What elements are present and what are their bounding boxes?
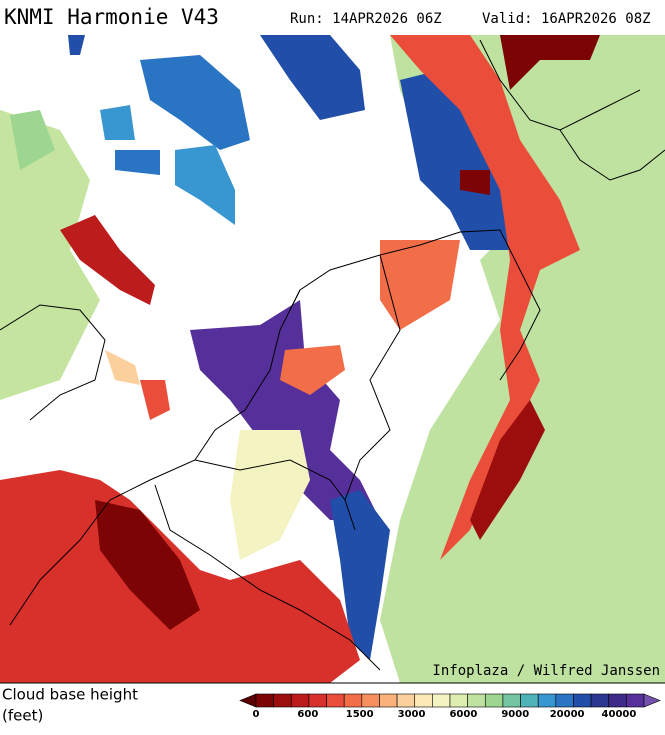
colorbar-swatch — [449, 693, 468, 708]
colorbar-tick-label: 9000 — [501, 709, 529, 720]
field — [380, 240, 460, 330]
field — [190, 300, 380, 520]
field — [500, 35, 600, 90]
colorbar-swatch — [273, 693, 292, 708]
colorbar-tick-label: 600 — [297, 709, 318, 720]
field — [470, 400, 545, 540]
border — [194, 459, 346, 501]
border — [499, 229, 541, 381]
field — [390, 35, 580, 560]
field — [0, 110, 100, 400]
colorbar-swatch — [484, 693, 504, 708]
colorbar-swatch — [379, 693, 398, 708]
field — [140, 380, 170, 420]
header-band — [0, 0, 665, 34]
colorbar-swatch — [396, 693, 416, 708]
legend-label: (feet) — [2, 707, 43, 725]
title: KNMI Harmonie V43 — [4, 5, 219, 29]
colorbar-swatch — [308, 693, 327, 708]
field — [115, 150, 160, 175]
field — [175, 145, 235, 225]
colorbar-tick-label: 20000 — [550, 709, 585, 720]
valid-label: Valid: 16APR2026 08Z — [482, 11, 651, 27]
colorbar-arrow — [239, 693, 257, 708]
field — [280, 345, 345, 395]
field — [105, 350, 140, 385]
colorbar-swatch — [590, 693, 610, 708]
field — [260, 35, 365, 120]
colorbar-swatch — [343, 693, 363, 708]
field — [100, 105, 135, 140]
border — [154, 484, 381, 671]
colorbar-swatch — [555, 693, 574, 708]
field — [140, 55, 250, 150]
credit: Infoplaza / Wilfred Janssen — [432, 663, 660, 679]
field — [330, 490, 390, 660]
colorbar-swatch — [608, 693, 627, 708]
colorbar-tick-label: 6000 — [449, 709, 477, 720]
field — [460, 170, 490, 195]
colorbar-tick-label: 1500 — [346, 709, 374, 720]
borders — [0, 39, 665, 671]
colorbar-swatch — [573, 693, 592, 708]
colorbar-arrow — [643, 693, 661, 708]
field — [230, 430, 310, 560]
colorbar-tick-label: 3000 — [398, 709, 426, 720]
cloud-fields — [0, 35, 665, 683]
colorbar-swatch — [326, 693, 345, 708]
field — [10, 110, 55, 170]
colorbar: 0 600 1500 3000 6000 9000 20000 40000 — [239, 693, 661, 720]
coastline — [479, 39, 641, 131]
field — [60, 215, 155, 305]
colorbar-swatch — [537, 693, 557, 708]
field — [68, 35, 85, 55]
colorbar-swatch — [467, 693, 486, 708]
coastline — [559, 129, 665, 181]
coastline — [0, 304, 106, 421]
colorbar-swatch — [361, 693, 380, 708]
colorbar-swatch — [255, 693, 274, 708]
colorbar-tick-label: 0 — [253, 709, 260, 720]
run-label: Run: 14APR2026 06Z — [290, 11, 442, 27]
colorbar-swatch — [432, 693, 451, 708]
legend-label: Cloud base height — [2, 686, 138, 704]
colorbar-swatch — [520, 693, 539, 708]
colorbar-swatch — [414, 693, 433, 708]
field — [95, 500, 200, 630]
field — [400, 70, 510, 250]
colorbar-swatch — [626, 693, 645, 708]
colorbar-tick-label: 40000 — [602, 709, 637, 720]
colorbar-swatch — [502, 693, 521, 708]
colorbar-swatch — [290, 693, 310, 708]
